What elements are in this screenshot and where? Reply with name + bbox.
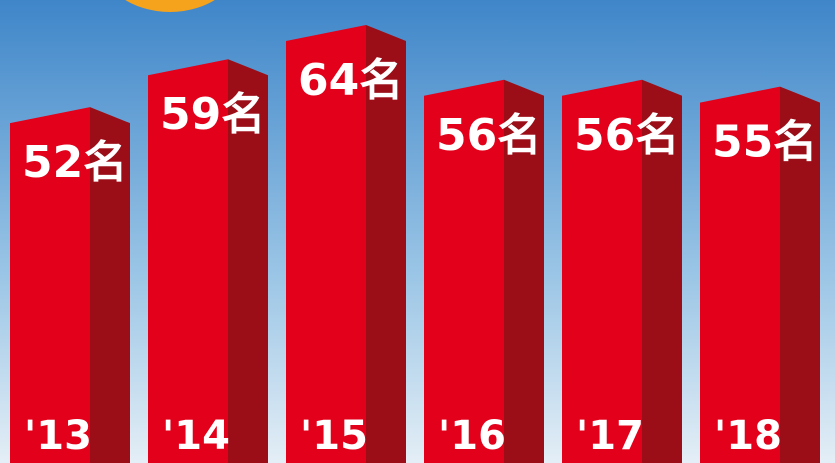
value-label: 52名 bbox=[22, 137, 127, 188]
value-label: 56名 bbox=[436, 110, 541, 161]
value-label: 56名 bbox=[574, 110, 679, 161]
x-tick-label: '16 bbox=[438, 413, 506, 459]
value-label: 59名 bbox=[160, 89, 265, 140]
x-tick-label: '18 bbox=[714, 413, 782, 459]
x-tick-label: '15 bbox=[300, 413, 368, 459]
value-label: 64名 bbox=[298, 55, 403, 106]
x-tick-label: '14 bbox=[162, 413, 230, 459]
x-tick-label: '17 bbox=[576, 413, 644, 459]
x-tick-label: '13 bbox=[24, 413, 92, 459]
chart: 52名 '13 59名 '14 64名 '15 56名 '16 56名 '17 55名 '18 bbox=[0, 0, 835, 463]
page: {"chart_data": {"type": "bar3d", "catego… bbox=[0, 0, 835, 463]
value-label: 55名 bbox=[712, 117, 817, 168]
